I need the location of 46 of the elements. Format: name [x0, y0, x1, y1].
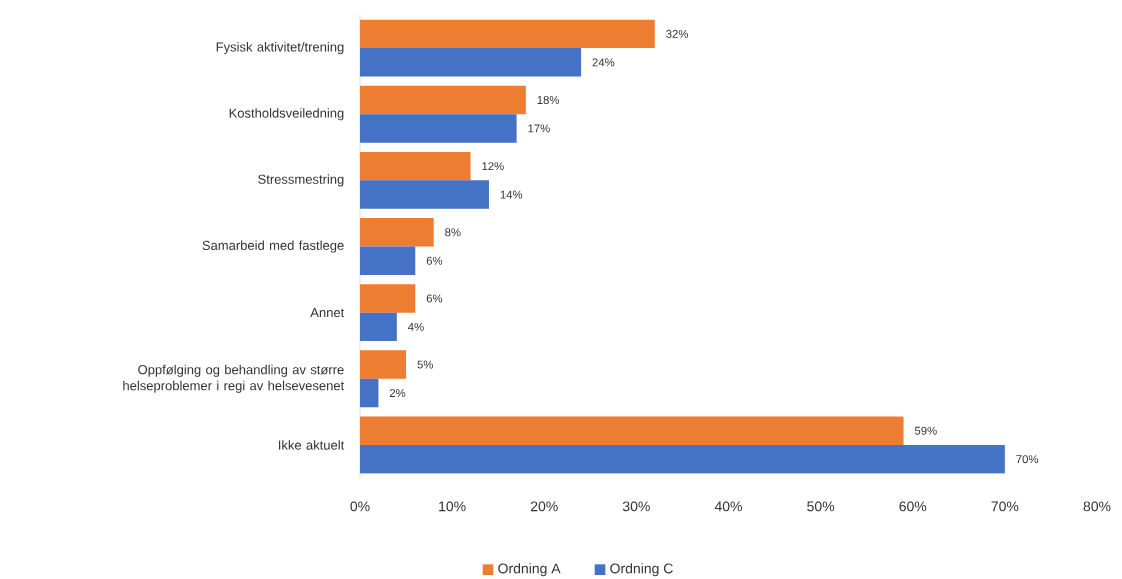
- data-label: 18%: [537, 96, 560, 105]
- y-tick-label: Ikke aktuelt: [278, 440, 345, 450]
- x-tick-label: 10%: [439, 501, 466, 512]
- data-label: 59%: [914, 426, 937, 435]
- bar: [360, 19, 655, 49]
- bar: [360, 350, 407, 379]
- x-tick-label: 70%: [991, 501, 1019, 512]
- x-tick-label: 30%: [622, 501, 650, 512]
- bar: [360, 378, 379, 408]
- y-tick-label: Fysisk aktivitet/trening: [216, 42, 344, 55]
- data-label: 5%: [417, 360, 433, 369]
- data-label: 12%: [482, 162, 504, 171]
- data-label: 70%: [1016, 455, 1039, 464]
- bar: [360, 180, 489, 209]
- data-label: 17%: [528, 124, 550, 133]
- x-tick-label: 0%: [350, 501, 370, 512]
- bar: [360, 114, 517, 143]
- y-tick-label: Samarbeid med fastlege: [202, 240, 344, 253]
- bar: [360, 218, 434, 247]
- bar: [360, 85, 526, 115]
- data-label: 24%: [592, 58, 615, 67]
- data-label: 2%: [389, 389, 406, 397]
- bar: [360, 48, 582, 77]
- data-label: 14%: [500, 190, 523, 199]
- x-tick-label: 50%: [807, 501, 835, 512]
- bar: [360, 312, 397, 342]
- y-tick-label: Stressmestring: [258, 174, 344, 187]
- bar: [360, 246, 416, 275]
- x-tick-label: 20%: [530, 501, 558, 512]
- x-tick-label: 60%: [899, 501, 927, 512]
- x-tick-label: 40%: [714, 501, 742, 512]
- y-tick-label: Oppfølging og behandling av større helseproblemer i regi av helsevesenet: [123, 364, 345, 393]
- data-label: 6%: [426, 294, 443, 303]
- data-label: 32%: [666, 29, 689, 38]
- legend-label: Ordning C: [610, 563, 673, 577]
- legend-label: Ordning A: [498, 563, 561, 577]
- data-label: 8%: [445, 228, 461, 237]
- bar: [360, 416, 904, 445]
- y-tick-label: Kostholdsveiledning: [229, 108, 344, 121]
- data-label: 4%: [408, 322, 424, 331]
- bar: [360, 444, 1005, 474]
- data-label: 6%: [426, 256, 443, 265]
- bar: [360, 284, 416, 313]
- x-tick-label: 80%: [1083, 501, 1111, 512]
- y-tick-label: Annet: [310, 308, 345, 318]
- bar: [360, 151, 471, 181]
